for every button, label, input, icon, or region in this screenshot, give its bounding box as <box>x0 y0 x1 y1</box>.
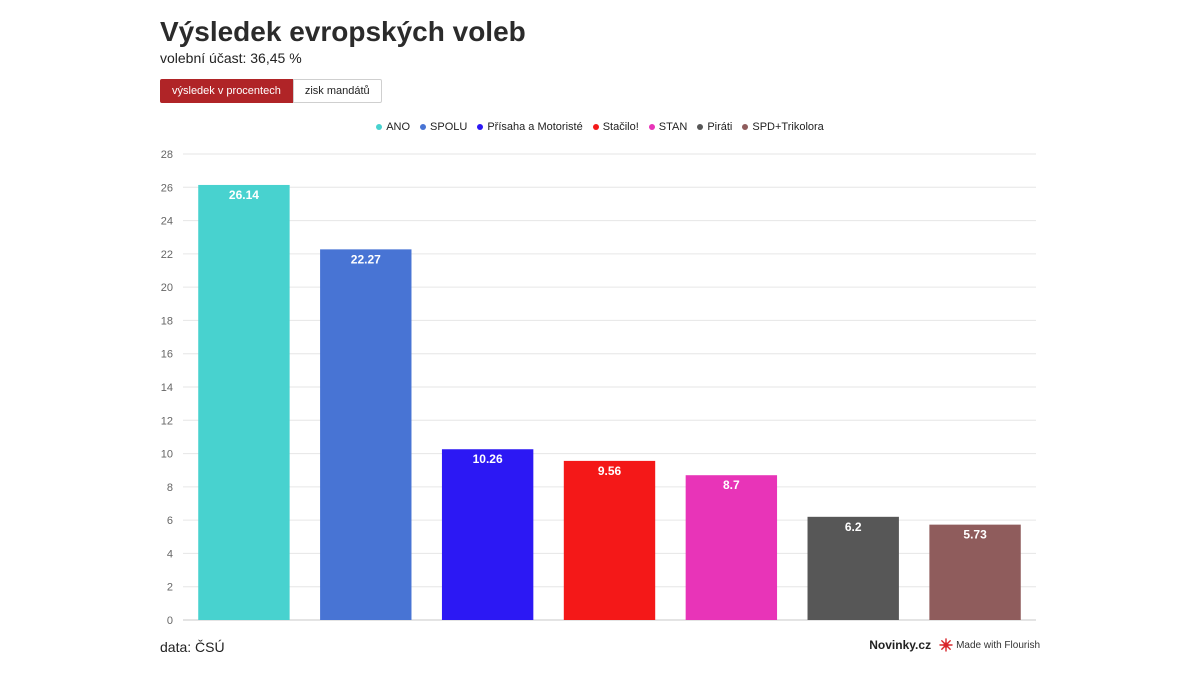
y-tick-label: 0 <box>167 615 173 627</box>
y-tick-label: 26 <box>161 182 173 194</box>
y-tick-label: 8 <box>167 482 173 494</box>
legend-item[interactable]: SPD+Trikolora <box>742 121 824 133</box>
y-tick-label: 14 <box>161 382 173 394</box>
bar-pir-ti <box>807 516 899 620</box>
data-label: 22.27 <box>351 252 381 266</box>
tab-percentages[interactable]: výsledek v procentech <box>160 79 293 103</box>
legend-swatch <box>742 124 749 130</box>
legend-swatch <box>697 124 704 130</box>
y-tick-label: 28 <box>161 149 173 161</box>
legend-swatch <box>477 124 484 130</box>
legend-swatch <box>420 124 427 130</box>
data-label: 8.7 <box>723 478 740 492</box>
legend-label: ANO <box>386 121 411 133</box>
legend-item[interactable]: Stačilo! <box>592 121 639 133</box>
bar-spd-trikolora <box>929 524 1021 620</box>
legend-item[interactable]: Přísaha a Motoristé <box>477 121 583 133</box>
flourish-icon <box>939 638 953 652</box>
chart-legend: ANO SPOLU Přísaha a Motoristé Stačilo! STAN P… <box>0 121 1200 133</box>
flourish-credit[interactable]: Made with Flourish <box>939 638 1040 652</box>
y-tick-label: 4 <box>167 548 173 560</box>
bar-sta-ilo- <box>563 460 656 620</box>
y-tick-label: 10 <box>161 449 173 461</box>
tab-mandates[interactable]: zisk mandátů <box>292 79 382 103</box>
legend-swatch <box>376 124 383 130</box>
legend-item[interactable]: SPOLU <box>420 121 467 133</box>
data-label: 5.73 <box>963 528 987 542</box>
y-tick-label: 2 <box>167 582 173 594</box>
legend-label: SPD+Trikolora <box>752 121 824 133</box>
legend-label: SPOLU <box>430 121 468 133</box>
y-tick-label: 6 <box>167 515 173 527</box>
page-title: Výsledek evropských voleb <box>160 16 526 47</box>
data-label: 10.26 <box>473 452 503 466</box>
legend-label: Stačilo! <box>602 121 639 133</box>
data-source: data: ČSÚ <box>160 639 225 655</box>
legend-item[interactable]: Piráti <box>697 121 732 133</box>
legend-label: Piráti <box>707 121 733 133</box>
legend-label: STAN <box>658 121 688 133</box>
y-tick-label: 16 <box>161 349 173 361</box>
legend-swatch <box>592 124 599 130</box>
bar-p-saha-a-motorist- <box>441 449 534 620</box>
data-label: 6.2 <box>845 520 862 534</box>
y-tick-label: 22 <box>161 249 173 261</box>
view-tabs: výsledek v procentech zisk mandátů <box>160 79 382 103</box>
flourish-credit-label: Made with Flourish <box>956 639 1040 651</box>
data-label: 9.56 <box>598 464 622 478</box>
y-tick-label: 12 <box>161 415 173 427</box>
legend-item[interactable]: STAN <box>648 121 688 133</box>
y-tick-label: 24 <box>161 216 173 228</box>
legend-item[interactable]: ANO <box>376 121 410 133</box>
y-tick-label: 20 <box>161 282 173 294</box>
bar-spolu <box>320 249 412 620</box>
bar-ano <box>198 184 290 620</box>
bar-stan <box>685 475 778 620</box>
brand-logo[interactable]: Novinky.cz <box>869 638 932 652</box>
page-subtitle: volební účast: 36,45 % <box>160 50 302 66</box>
credits: Novinky.cz Made with Flourish <box>869 638 1040 652</box>
data-label: 26.14 <box>229 188 259 202</box>
legend-label: Přísaha a Motoristé <box>487 121 583 133</box>
y-tick-label: 18 <box>161 315 173 327</box>
legend-swatch <box>648 124 655 130</box>
